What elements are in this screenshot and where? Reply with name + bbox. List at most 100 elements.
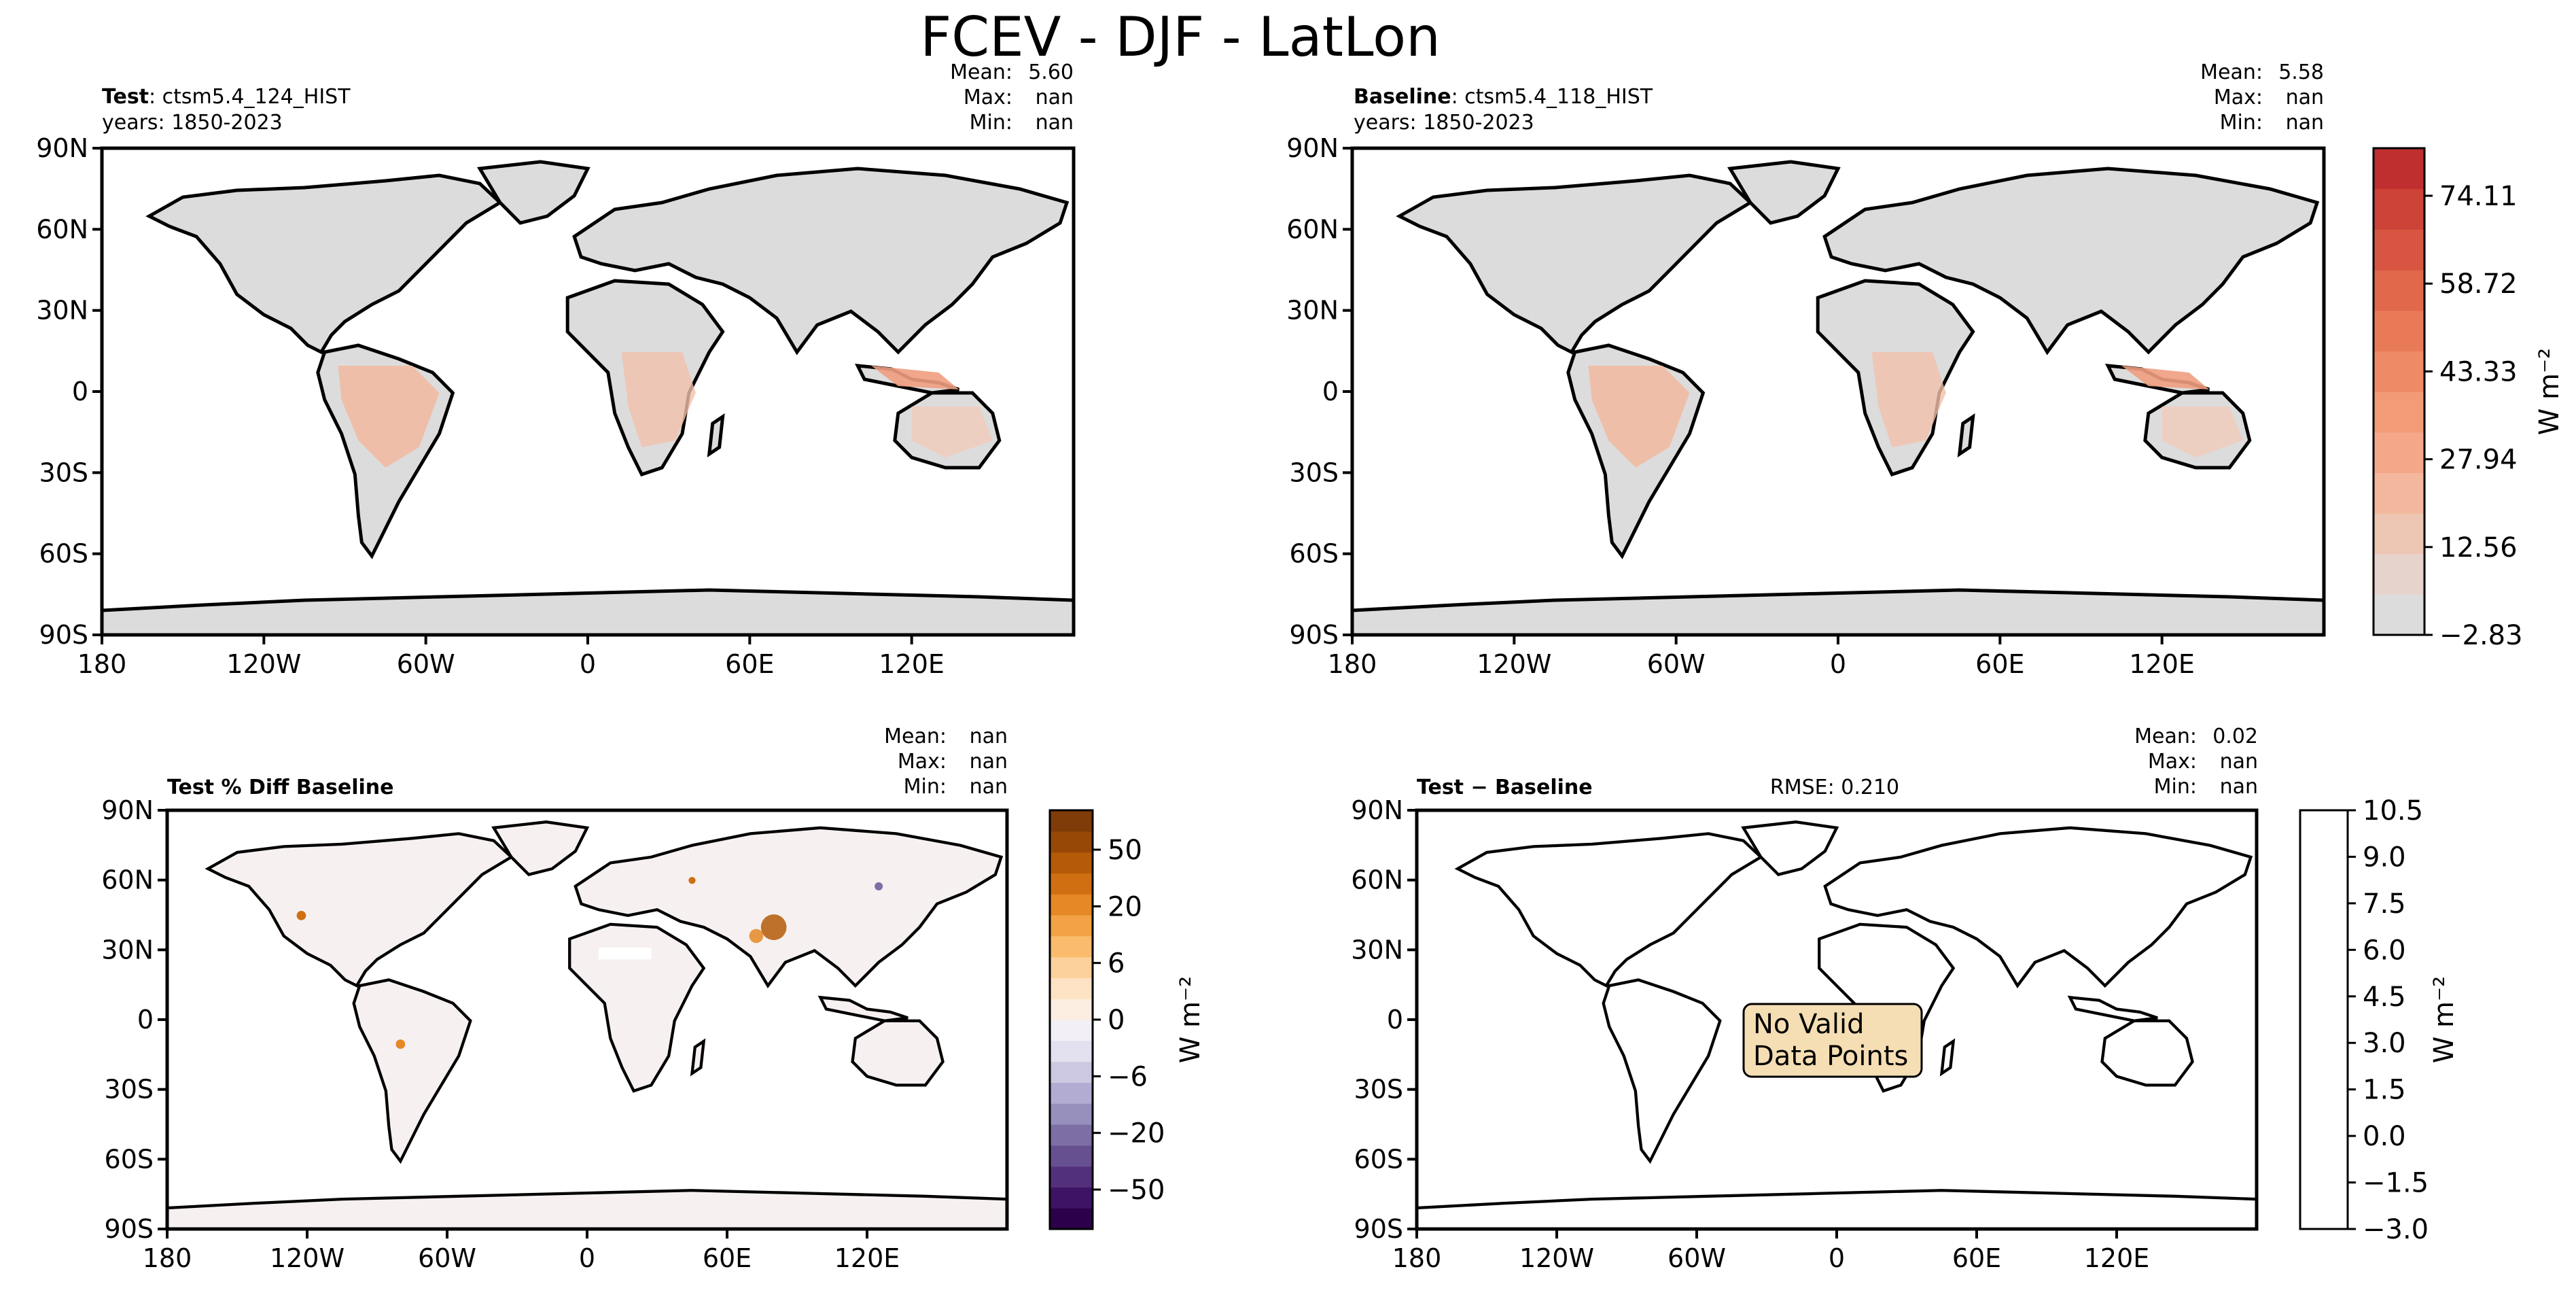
- top-colorbar-band: [2374, 392, 2424, 433]
- top-colorbar-band: [2374, 148, 2424, 190]
- pctdiff-lat-tick-1: 60N: [101, 865, 154, 895]
- pct-colorbar-band: [1050, 915, 1093, 937]
- baseline-stat-min-key: Min:: [2220, 111, 2263, 135]
- top-colorbar-band: [2374, 229, 2424, 271]
- baseline-lon-tick-3: 0: [1830, 649, 1846, 679]
- pct-colorbar-band: [1050, 1208, 1093, 1230]
- pct-colorbar-band: [1050, 810, 1093, 832]
- baseline-lat-tick-1: 60N: [1286, 214, 1339, 244]
- pct-colorbar-tick-6: −50: [1108, 1175, 1165, 1206]
- diff-stat-max-key: Max:: [2148, 750, 2197, 774]
- pctdiff-lon-tick-2: 60W: [418, 1243, 476, 1273]
- pctdiff-lat-tick-0: 90N: [101, 795, 154, 825]
- pct-colorbar-band: [1050, 956, 1093, 978]
- pctdiff-lon-tick-3: 0: [579, 1243, 595, 1273]
- baseline-stats: Mean: 5.58 Max: nan Min: nan: [2200, 60, 2324, 135]
- diff-colorbar-tick-1: 9.0: [2363, 842, 2406, 873]
- diff-panel: Test − Baseline RMSE: 0.210 Mean: 0.02 M…: [1415, 725, 2259, 1231]
- diff-colorbar-tick-2: 7.5: [2363, 888, 2406, 920]
- top-colorbar-tick-2: 43.33: [2439, 356, 2518, 387]
- pct-colorbar-tick-5: −20: [1108, 1118, 1165, 1149]
- test-label-rest: : ctsm5.4_124_HIST: [149, 85, 351, 109]
- test-lat-tick-6: 90S: [39, 620, 88, 650]
- test-stat-mean-key: Mean:: [950, 60, 1012, 84]
- baseline-lat-tick-5: 60S: [1290, 539, 1339, 569]
- top-colorbar: 74.11 58.72 43.33 27.94 12.56 −2.83 W m⁻²: [2372, 147, 2565, 651]
- pctdiff-lat-tick-4: 30S: [105, 1075, 154, 1105]
- diff-rmse: RMSE: 0.210: [1770, 776, 1899, 799]
- pct-colorbar-band: [1050, 873, 1093, 895]
- pct-colorbar-band: [1050, 894, 1093, 916]
- test-lat-tick-1: 60N: [36, 214, 88, 244]
- pctdiff-lat-tick-5: 60S: [105, 1144, 154, 1174]
- baseline-lon-tick-1: 120W: [1477, 649, 1551, 679]
- pct-colorbar-band: [1050, 1103, 1093, 1125]
- pct-colorbar-tick-3: 0: [1108, 1005, 1125, 1036]
- test-years: years: 1850-2023: [102, 111, 283, 135]
- baseline-stat-mean-val: 5.58: [2278, 60, 2324, 84]
- pct-colorbar-band: [1050, 1061, 1093, 1083]
- diff-lon-tick-5: 120E: [2084, 1243, 2150, 1273]
- diff-colorbar-tick-0: 10.5: [2363, 795, 2423, 827]
- pctdiff-lat-tick-2: 30N: [101, 935, 154, 965]
- pctdiff-lat-tick-3: 0: [137, 1005, 154, 1035]
- pctdiff-lon-tick-1: 120W: [270, 1243, 345, 1273]
- diff-stat-mean-key: Mean:: [2134, 725, 2197, 748]
- baseline-panel: Baseline: ctsm5.4_118_HIST years: 1850-2…: [1350, 60, 2326, 637]
- top-colorbar-tick-4: 12.56: [2439, 532, 2518, 564]
- test-lat-tick-5: 60S: [39, 539, 88, 569]
- diff-lon-tick-4: 60E: [1952, 1243, 2001, 1273]
- test-lat-tick-3: 0: [72, 377, 88, 406]
- test-panel: Test: ctsm5.4_124_HIST years: 1850-2023 …: [100, 60, 1076, 637]
- baseline-lat-tick-4: 30S: [1290, 457, 1339, 487]
- pct-colorbar-band: [1050, 1187, 1093, 1209]
- pct-colorbar-band: [1050, 1082, 1093, 1104]
- diff-colorbar-tick-6: 1.5: [2363, 1075, 2406, 1106]
- pct-colorbar: 50 20 6 0 −6 −20 −50 W m⁻²: [1048, 809, 1206, 1230]
- baseline-stat-max-val: nan: [2286, 86, 2324, 109]
- no-data-line-2: Data Points: [1753, 1041, 1908, 1072]
- top-colorbar-band: [2374, 432, 2424, 473]
- colorbars: 74.11 58.72 43.33 27.94 12.56 −2.83 W m⁻² 50 20 6…: [1048, 147, 2565, 1245]
- diff-colorbar-tick-9: −3.0: [2363, 1214, 2429, 1245]
- test-stat-max-val: nan: [1036, 86, 1074, 109]
- top-colorbar-tick-1: 58.72: [2439, 269, 2518, 300]
- test-lon-tick-4: 60E: [725, 649, 774, 679]
- pct-colorbar-band: [1050, 1020, 1093, 1041]
- diff-colorbar-tick-5: 3.0: [2363, 1028, 2406, 1059]
- baseline-lat-tick-0: 90N: [1286, 133, 1339, 163]
- pct-colorbar-band: [1050, 852, 1093, 873]
- diff-stat-mean-val: 0.02: [2212, 725, 2258, 748]
- top-colorbar-band: [2374, 513, 2424, 555]
- svg-text:Test: ctsm5.4_124_HIST: Test: ctsm5.4_124_HIST: [102, 85, 351, 109]
- baseline-lat-tick-3: 0: [1322, 377, 1339, 406]
- pctdiff-lon-tick-4: 60E: [703, 1243, 752, 1273]
- top-colorbar-tick-3: 27.94: [2439, 445, 2518, 476]
- top-colorbar-tick-5: −2.83: [2439, 620, 2523, 651]
- no-data-annotation: No Valid Data Points: [1742, 1003, 1923, 1078]
- test-lon-tick-3: 0: [580, 649, 596, 679]
- diff-stat-min-val: nan: [2220, 775, 2258, 799]
- diff-colorbar: 10.5 9.0 7.5 6.0 4.5 3.0 1.5 0.0 −1.5 −3.0 W m⁻²: [2299, 795, 2460, 1245]
- diff-lon-tick-1: 120W: [1519, 1243, 1594, 1273]
- baseline-lat-tick-6: 90S: [1290, 620, 1339, 650]
- diff-stats: Mean: 0.02 Max: nan Min: nan: [2134, 725, 2258, 799]
- test-lon-tick-0: 180: [77, 649, 127, 679]
- test-lon-tick-1: 120W: [226, 649, 301, 679]
- test-stat-min-val: nan: [1036, 111, 1074, 135]
- diff-label: Test − Baseline: [1417, 776, 1593, 799]
- baseline-lon-tick-4: 60E: [1975, 649, 2024, 679]
- diff-lon-tick-3: 0: [1829, 1243, 1845, 1273]
- baseline-map: [1350, 146, 2326, 637]
- pct-colorbar-label: W m⁻²: [1175, 976, 1206, 1063]
- pctdiff-stat-min-val: nan: [970, 775, 1008, 799]
- pct-colorbar-band: [1050, 1145, 1093, 1167]
- pct-colorbar-band: [1050, 1040, 1093, 1062]
- pctdiff-map: [165, 808, 1009, 1231]
- diff-lat-tick-3: 0: [1387, 1005, 1403, 1035]
- test-stat-min-key: Min:: [970, 111, 1012, 135]
- baseline-years: years: 1850-2023: [1354, 111, 1534, 135]
- top-colorbar-band: [2374, 351, 2424, 392]
- top-colorbar-band: [2374, 188, 2424, 230]
- pctdiff-stats: Mean: nan Max: nan Min: nan: [884, 725, 1008, 799]
